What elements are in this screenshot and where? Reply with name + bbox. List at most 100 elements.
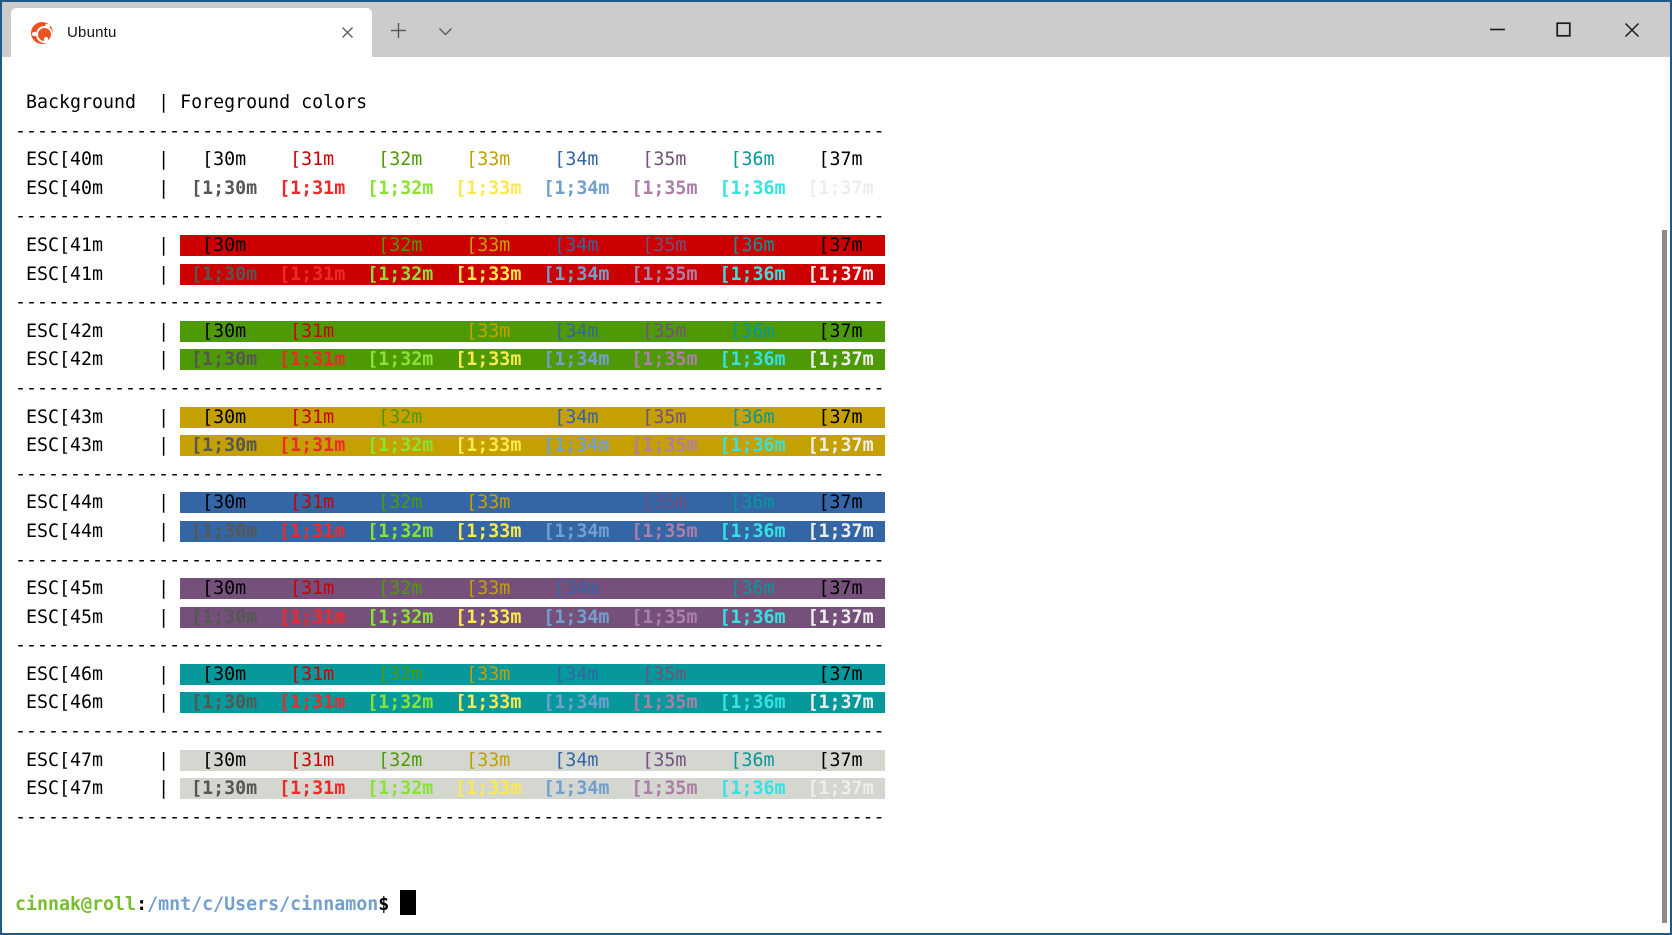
color-test-line: ESC[46m | [30m [31m [32m [33m [34m [35m … <box>15 661 1670 690</box>
fg-cell: [1;30m <box>180 177 269 199</box>
close-button[interactable] <box>1609 2 1654 57</box>
tab-close-icon[interactable] <box>334 20 360 46</box>
fg-cell: [34m <box>532 320 621 342</box>
fg-cell: [30m <box>180 749 269 771</box>
fg-cell: [34m <box>532 149 621 171</box>
fg-cell: [1;35m <box>620 606 709 628</box>
fg-cell: [30m <box>180 492 269 514</box>
fg-cell: [32m <box>356 234 445 256</box>
color-test-line: ESC[46m | [1;30m [1;31m [1;32m [1;33m [1… <box>15 689 1670 718</box>
fg-cell: [35m <box>620 492 709 514</box>
fg-cell: [1;30m <box>180 692 269 714</box>
fg-cell: [33m <box>444 320 533 342</box>
fg-cell: [36m <box>708 663 797 685</box>
fg-cell: [33m <box>444 149 533 171</box>
fg-cell: [1;36m <box>708 692 797 714</box>
tab-ubuntu[interactable]: Ubuntu <box>11 8 372 57</box>
color-test-line: ESC[44m | [1;30m [1;31m [1;32m [1;33m [1… <box>15 518 1670 547</box>
fg-cell: [1;33m <box>444 349 533 371</box>
separator-line: ----------------------------------------… <box>15 206 885 228</box>
fg-cell: [1;35m <box>620 263 709 285</box>
fg-cell: [1;32m <box>356 520 445 542</box>
maximize-button[interactable] <box>1541 2 1586 57</box>
bg-cells: [1;30m [1;31m [1;32m [1;33m [1;34m [1;35… <box>180 177 885 199</box>
fg-cell: [34m <box>532 663 621 685</box>
row-label: ESC[44m | <box>15 520 181 542</box>
bg-cells: [30m [31m [32m [33m [34m [35m [36m [37m <box>180 234 885 256</box>
fg-cell: [1;31m <box>268 263 357 285</box>
fg-cell: [1;36m <box>708 778 797 800</box>
row-label: ESC[41m | <box>15 234 181 256</box>
fg-cell: [1;33m <box>444 606 533 628</box>
terminal-content[interactable]: Background | Foreground colors -----------… <box>2 57 1670 933</box>
tab-dropdown-button[interactable] <box>431 20 459 42</box>
row-label: ESC[43m | <box>15 435 181 457</box>
fg-cell: [1;34m <box>532 692 621 714</box>
fg-cell: [1;34m <box>532 520 621 542</box>
scrollbar-thumb[interactable] <box>1662 230 1667 923</box>
fg-cell: [1;34m <box>532 778 621 800</box>
fg-cell: [1;31m <box>268 520 357 542</box>
fg-cell: [33m <box>444 578 533 600</box>
separator-line: ----------------------------------------… <box>15 377 885 399</box>
fg-cell: [1;37m <box>796 435 885 457</box>
fg-cell: [1;36m <box>708 520 797 542</box>
fg-cell: [1;32m <box>356 435 445 457</box>
fg-cell: [1;30m <box>180 778 269 800</box>
fg-cell: [37m <box>796 149 885 171</box>
separator-line: ----------------------------------------… <box>15 549 885 571</box>
color-test-line: ESC[45m | [30m [31m [32m [33m [34m [35m … <box>15 575 1670 604</box>
fg-cell: [1;36m <box>708 435 797 457</box>
fg-cell: [35m <box>620 320 709 342</box>
fg-cell: [1;32m <box>356 778 445 800</box>
fg-cell: [37m <box>796 663 885 685</box>
fg-cell: [31m <box>268 320 357 342</box>
header-background-label: Background <box>26 92 137 113</box>
new-tab-button[interactable] <box>383 17 413 43</box>
fg-cell: [35m <box>620 234 709 256</box>
prompt-user-host: cinnak@roll <box>15 893 137 915</box>
color-test-output: ----------------------------------------… <box>15 118 1670 833</box>
bg-cells: [1;30m [1;31m [1;32m [1;33m [1;34m [1;35… <box>180 349 885 371</box>
fg-cell: [1;30m <box>180 263 269 285</box>
fg-cell: [1;33m <box>444 263 533 285</box>
fg-cell: [33m <box>444 492 533 514</box>
fg-cell: [1;33m <box>444 520 533 542</box>
fg-cell: [32m <box>356 149 445 171</box>
fg-cell: [1;33m <box>444 778 533 800</box>
prompt-path: /mnt/c/Users/cinnamon <box>147 893 379 915</box>
fg-cell: [1;31m <box>268 606 357 628</box>
minimize-button[interactable] <box>1475 2 1520 57</box>
fg-cell: [32m <box>356 492 445 514</box>
fg-cell: [37m <box>796 492 885 514</box>
ubuntu-logo-icon <box>31 21 53 44</box>
row-label: ESC[43m | <box>15 406 181 428</box>
fg-cell: [32m <box>356 406 445 428</box>
fg-cell: [36m <box>708 578 797 600</box>
bg-cells: [1;30m [1;31m [1;32m [1;33m [1;34m [1;35… <box>180 606 885 628</box>
fg-cell: [33m <box>444 406 533 428</box>
fg-cell: [1;35m <box>620 349 709 371</box>
fg-cell: [31m <box>268 149 357 171</box>
fg-cell: [1;32m <box>356 263 445 285</box>
row-label: ESC[42m | <box>15 349 181 371</box>
fg-cell: [33m <box>444 749 533 771</box>
fg-cell: [1;34m <box>532 435 621 457</box>
row-label: ESC[40m | <box>15 149 181 171</box>
bg-cells: [30m [31m [32m [33m [34m [35m [36m [37m <box>180 406 885 428</box>
title-bar[interactable]: Ubuntu <box>2 2 1670 57</box>
row-label: ESC[45m | <box>15 606 181 628</box>
bg-cells: [1;30m [1;31m [1;32m [1;33m [1;34m [1;35… <box>180 778 885 800</box>
scrollbar[interactable] <box>1660 112 1668 931</box>
row-label: ESC[47m | <box>15 749 181 771</box>
fg-cell: [30m <box>180 406 269 428</box>
fg-cell: [1;31m <box>268 349 357 371</box>
fg-cell: [1;32m <box>356 606 445 628</box>
fg-cell: [1;36m <box>708 606 797 628</box>
fg-cell: [1;36m <box>708 349 797 371</box>
fg-cell: [36m <box>708 234 797 256</box>
row-label: ESC[46m | <box>15 663 181 685</box>
fg-cell: [1;37m <box>796 778 885 800</box>
fg-cell: [34m <box>532 406 621 428</box>
bg-cells: [30m [31m [32m [33m [34m [35m [36m [37m <box>180 320 885 342</box>
